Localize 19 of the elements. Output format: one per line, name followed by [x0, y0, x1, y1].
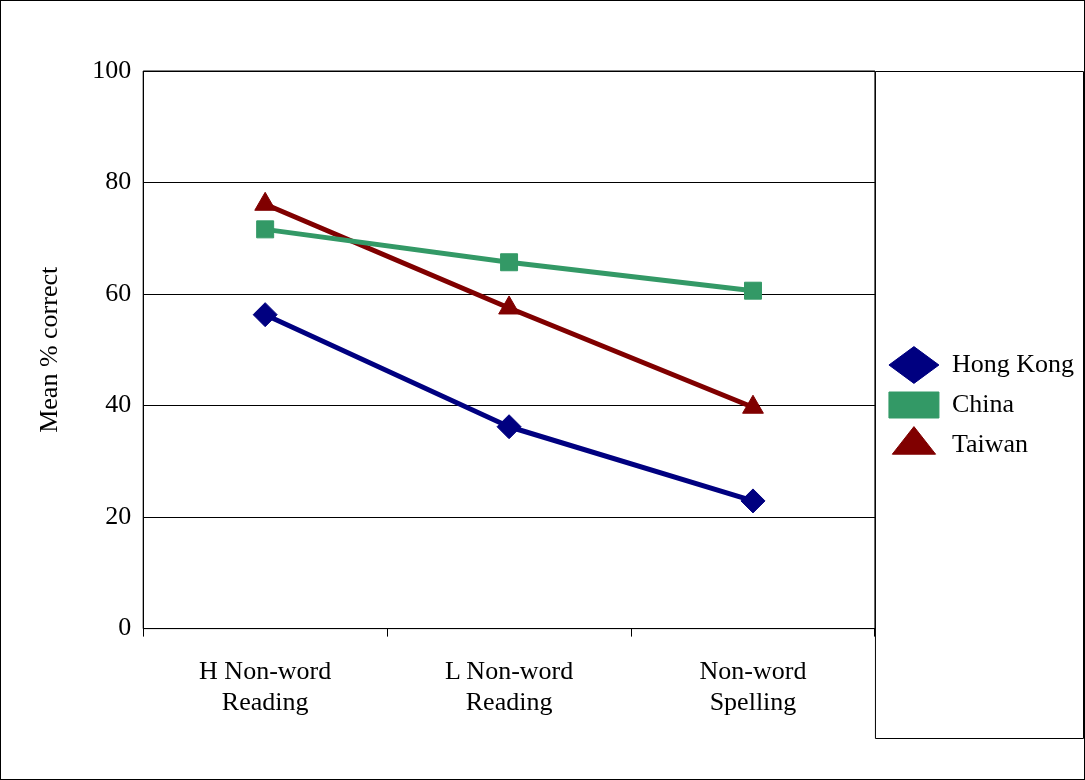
point — [740, 488, 766, 514]
point — [500, 253, 519, 272]
legend-label: China — [951, 388, 1015, 418]
y-axis-title: Mean % correct — [34, 266, 64, 433]
y-tick-label: 60 — [105, 277, 132, 307]
y-tick-label: 0 — [118, 612, 132, 642]
legend-label: Hong Kong — [951, 348, 1075, 378]
point — [744, 281, 762, 300]
point — [496, 414, 522, 440]
point — [256, 220, 275, 239]
x-tick-label: L Non-word Reading — [444, 656, 574, 717]
y-tick-label: 20 — [105, 500, 132, 530]
point — [252, 302, 278, 328]
y-tick-label: 80 — [105, 166, 132, 196]
y-tick-label: 40 — [105, 389, 132, 419]
y-tick-label: 100 — [92, 54, 132, 84]
x-tick-label: Non-word Spelling — [699, 656, 807, 717]
legend-label: Taiwan — [951, 428, 1029, 458]
x-tick-label: H Non-word Reading — [199, 656, 332, 717]
